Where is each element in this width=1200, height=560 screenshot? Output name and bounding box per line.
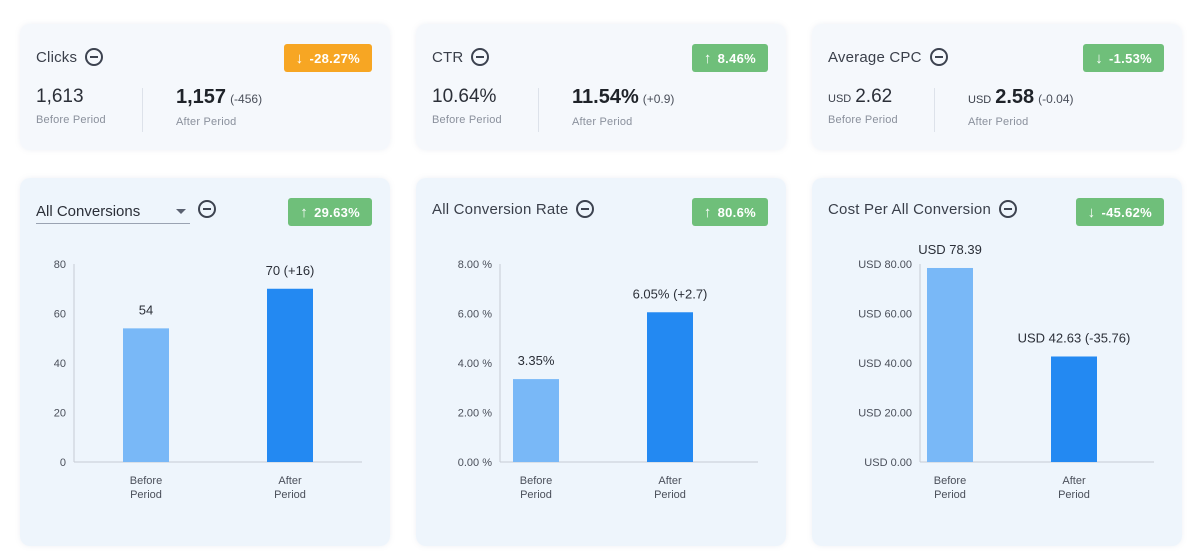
bar-data-label: USD 78.39 (918, 242, 982, 257)
x-category-label: After (278, 475, 302, 487)
ctr-change-badge: ↑ 8.46% (691, 44, 768, 72)
conversion-type-dropdown[interactable]: All Conversions (36, 200, 190, 224)
y-tick-label: 2.00 % (458, 408, 492, 420)
arrow-up-icon: ↑ (300, 203, 309, 221)
after-period-bar (647, 312, 693, 462)
bar-data-label: 70 (+16) (266, 263, 315, 278)
conversions-chart-card: All Conversions ↑ 29.63% 0 20 40 60 80 54 Befo… (20, 178, 390, 546)
avg-cpc-change-badge: ↓ -1.53% (1083, 44, 1164, 72)
collapse-icon[interactable] (471, 48, 490, 66)
conversion-rate-change-badge: ↑ 80.6% (691, 198, 768, 226)
before-period-bar (123, 328, 169, 462)
clicks-after-value: 1,157 (-456) (176, 86, 263, 108)
ctr-card: CTR ↑ 8.46% 10.64% Before Period 11.54%(… (416, 24, 786, 150)
arrow-up-icon: ↑ (703, 203, 712, 221)
before-period-label: Before Period (36, 114, 106, 126)
x-category-label: Period (130, 489, 162, 501)
collapse-icon[interactable] (576, 200, 595, 218)
divider (142, 88, 143, 132)
after-period-label: After Period (572, 116, 633, 128)
after-period-label: After Period (968, 116, 1029, 128)
y-tick-label: USD 60.00 (858, 309, 912, 321)
x-category-label: After (1062, 475, 1086, 487)
cost-per-conversion-chart-card: Cost Per All Conversion ↓ -45.62% USD 0.… (812, 178, 1182, 546)
divider (538, 88, 539, 132)
arrow-up-icon: ↑ (703, 49, 712, 67)
y-tick-label: 80 (54, 259, 66, 271)
avg-cpc-card: Average CPC ↓ -1.53% USD 2.62 Before Peri… (812, 24, 1182, 150)
clicks-change-badge: ↓ -28.27% (283, 44, 372, 72)
bar-data-label: 3.35% (518, 353, 555, 368)
conversions-bar-chart: 0 20 40 60 80 54 Before Period 70 (+16) After Peri… (54, 259, 362, 501)
collapse-icon[interactable] (999, 200, 1018, 218)
ctr-before-value: 10.64% (432, 86, 497, 107)
conversion-rate-chart-card: All Conversion Rate ↑ 80.6% 0.00 % 2.00 %… (416, 178, 786, 546)
arrow-down-icon: ↓ (1087, 203, 1096, 221)
conversion-rate-bar-chart: 0.00 % 2.00 % 4.00 % 6.00 % 8.00 % 3.35% Befor… (458, 259, 758, 501)
x-category-label: Before (934, 475, 966, 487)
cost-per-conversion-change-badge: ↓ -45.62% (1075, 198, 1164, 226)
ctr-title-row: CTR (432, 48, 490, 66)
cost-per-conversion-bar-chart: USD 0.00 USD 20.00 USD 40.00 USD 60.00 USD 8… (858, 242, 1154, 501)
caret-down-icon (176, 209, 186, 214)
arrow-down-icon: ↓ (295, 49, 304, 67)
before-period-bar (927, 267, 973, 462)
x-category-label: Before (130, 475, 162, 487)
collapse-icon[interactable] (198, 200, 216, 218)
conversion-rate-title: All Conversion Rate (432, 200, 569, 218)
y-tick-label: USD 20.00 (858, 408, 912, 420)
conversions-change-badge: ↑ 29.63% (288, 198, 372, 226)
before-period-label: Before Period (432, 114, 502, 126)
cost-per-conversion-title: Cost Per All Conversion (828, 200, 992, 218)
clicks-title-row: Clicks (36, 48, 104, 66)
avg-cpc-after-value: USD 2.58 (-0.04) (968, 86, 1074, 108)
x-category-label: After (658, 475, 682, 487)
ctr-after-value: 11.54% (+0.9) (572, 86, 675, 108)
clicks-before-value: 1,613 (36, 86, 84, 107)
collapse-icon[interactable] (929, 48, 948, 66)
conversion-rate-title-row: All Conversion Rate (432, 200, 595, 218)
y-tick-label: 4.00 % (458, 358, 492, 370)
bar-data-label: 54 (139, 302, 153, 317)
ctr-title: CTR (432, 48, 464, 66)
x-category-label: Period (934, 489, 966, 501)
bar-data-label: 6.05% (+2.7) (633, 286, 708, 301)
avg-cpc-title: Average CPC (828, 48, 922, 66)
divider (934, 88, 935, 132)
cost-per-conversion-title-row: Cost Per All Conversion (828, 200, 1018, 218)
y-tick-label: USD 40.00 (858, 358, 912, 370)
after-period-label: After Period (176, 116, 237, 128)
before-period-bar (513, 379, 559, 462)
y-tick-label: 40 (54, 358, 66, 370)
x-category-label: Before (520, 475, 552, 487)
y-tick-label: 60 (54, 309, 66, 321)
clicks-card: Clicks ↓ -28.27% 1,613 Before Period 1,1… (20, 24, 390, 150)
y-tick-label: 0.00 % (458, 457, 492, 469)
y-tick-label: USD 0.00 (864, 457, 912, 469)
collapse-icon[interactable] (85, 48, 104, 66)
before-period-label: Before Period (828, 114, 898, 126)
after-period-bar (1051, 356, 1097, 462)
y-tick-label: 20 (54, 408, 66, 420)
y-tick-label: 6.00 % (458, 309, 492, 321)
y-tick-label: 0 (60, 457, 66, 469)
avg-cpc-before-value: USD 2.62 (828, 86, 893, 107)
after-period-bar (267, 288, 313, 462)
clicks-title: Clicks (36, 48, 78, 66)
x-category-label: Period (274, 489, 306, 501)
x-category-label: Period (1058, 489, 1090, 501)
avg-cpc-title-row: Average CPC (828, 48, 948, 66)
y-tick-label: 8.00 % (458, 259, 492, 271)
bar-data-label: USD 42.63 (-35.76) (1018, 330, 1131, 345)
x-category-label: Period (520, 489, 552, 501)
x-category-label: Period (654, 489, 686, 501)
arrow-down-icon: ↓ (1095, 49, 1103, 67)
y-tick-label: USD 80.00 (858, 259, 912, 271)
